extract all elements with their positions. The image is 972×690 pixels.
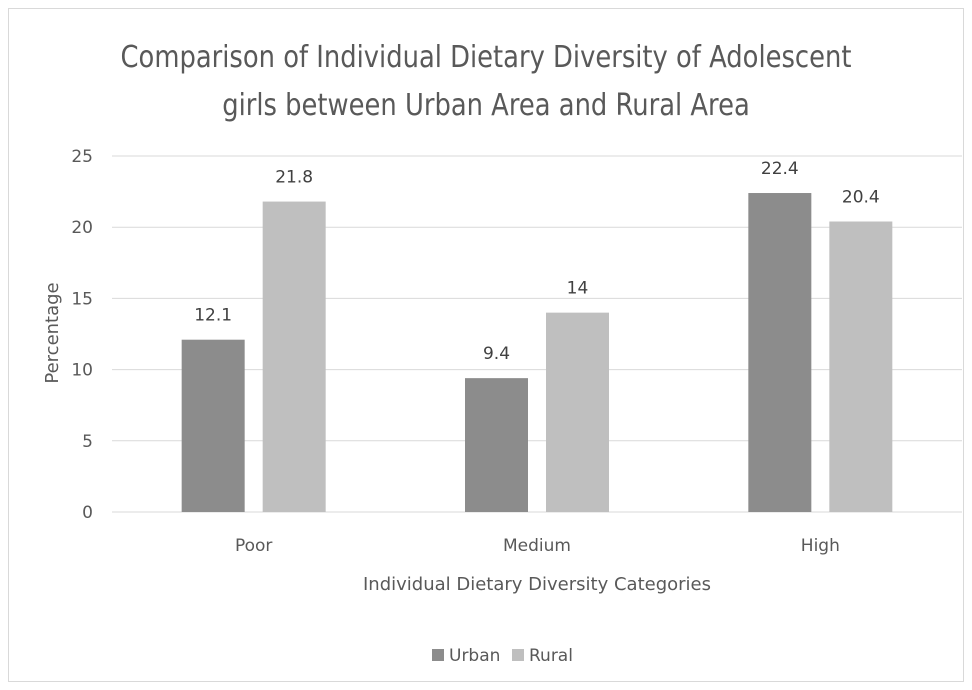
bar-urban-medium [465, 378, 528, 512]
data-label: 14 [567, 279, 589, 299]
x-tick-label: High [801, 536, 840, 556]
y-tick-label: 0 [82, 503, 93, 523]
legend: Urban Rural [432, 646, 573, 666]
chart-title-line-1: Comparison of Individual Dietary Diversi… [120, 40, 852, 75]
legend-label-rural: Rural [529, 646, 573, 666]
legend-label-urban: Urban [449, 646, 500, 666]
bar-urban-high [748, 193, 812, 513]
y-tick-label: 25 [71, 147, 93, 167]
bars [181, 193, 893, 513]
chart-title: Comparison of Individual Dietary Diversi… [68, 34, 904, 130]
data-label: 22.4 [761, 159, 799, 179]
data-label: 9.4 [483, 344, 510, 364]
x-tick-labels: Poor Medium High [235, 536, 840, 556]
bar-urban-poor [181, 339, 245, 512]
y-tick-label: 15 [71, 289, 93, 309]
legend-swatch-rural [512, 649, 524, 661]
bar-rural-poor [262, 201, 326, 512]
y-tick-labels: 0 5 10 15 20 25 [71, 147, 93, 523]
bar-rural-medium [546, 312, 609, 512]
x-tick-label: Poor [235, 536, 272, 556]
data-labels: 12.1 21.8 9.4 14 22.4 20.4 [194, 159, 880, 364]
y-tick-label: 10 [71, 361, 93, 381]
legend-swatch-urban [432, 649, 444, 661]
x-axis-title: Individual Dietary Diversity Categories [363, 574, 711, 595]
x-tick-label: Medium [503, 536, 571, 556]
bar-rural-high [829, 221, 893, 512]
data-label: 12.1 [194, 306, 232, 326]
data-label: 20.4 [842, 188, 880, 208]
y-axis-title: Percentage [42, 282, 63, 383]
data-label: 21.8 [275, 168, 313, 188]
chart-title-line-2: girls between Urban Area and Rural Area [222, 88, 750, 123]
y-tick-label: 5 [82, 432, 93, 452]
y-tick-label: 20 [71, 218, 93, 238]
gridlines [112, 155, 962, 513]
